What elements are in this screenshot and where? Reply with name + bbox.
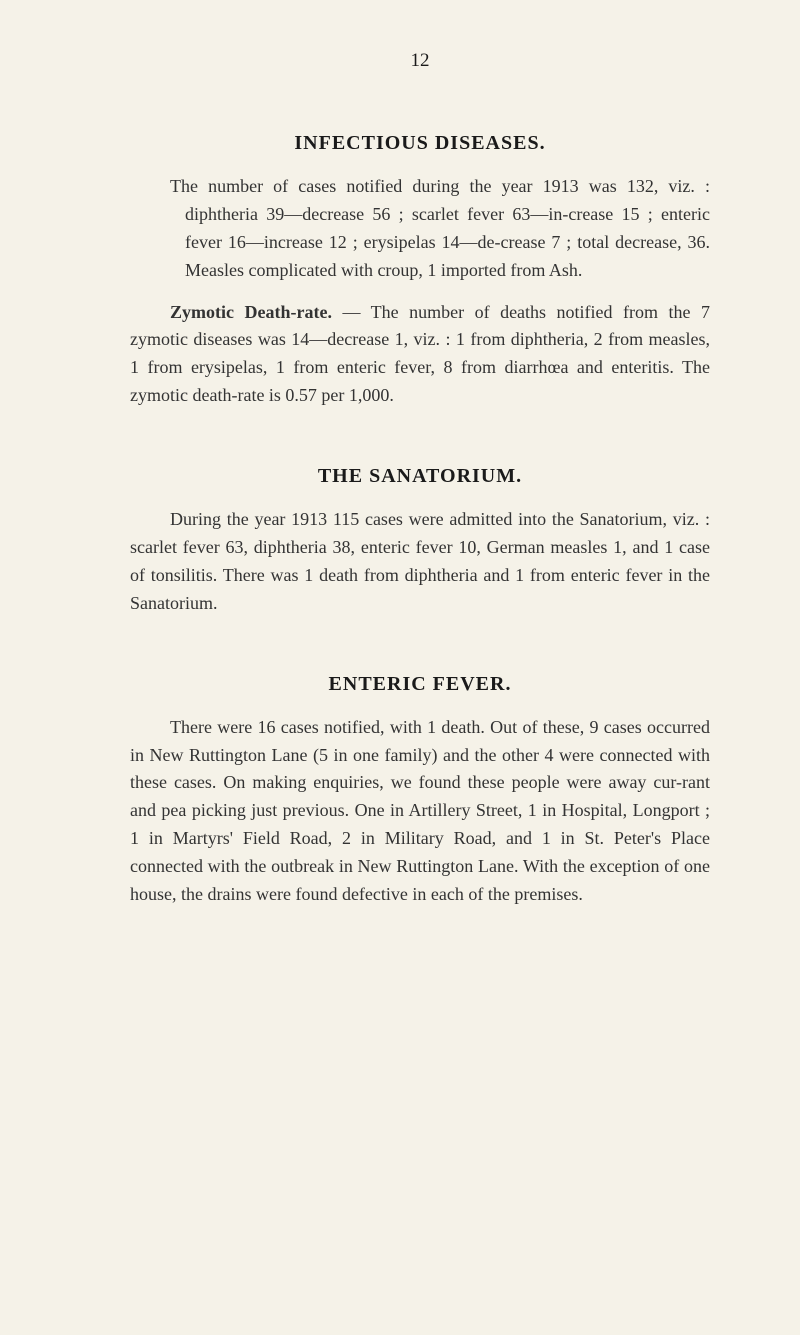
- infectious-para1: The number of cases notified during the …: [130, 173, 710, 285]
- infectious-para1-text: The number of cases notified during the …: [170, 176, 710, 280]
- zymotic-label: Zymotic Death-rate.: [170, 302, 332, 322]
- sanatorium-para1: During the year 1913 115 cases were admi…: [130, 506, 710, 618]
- heading-enteric: ENTERIC FEVER.: [130, 673, 710, 696]
- heading-infectious: INFECTIOUS DISEASES.: [130, 132, 710, 155]
- infectious-para2: Zymotic Death-rate. — The number of deat…: [130, 299, 710, 411]
- enteric-para1-text: There were 16 cases notified, with 1 dea…: [130, 717, 710, 904]
- heading-sanatorium: THE SANATORIUM.: [130, 465, 710, 488]
- sanatorium-para1-text: During the year 1913 115 cases were admi…: [130, 509, 710, 613]
- page-number: 12: [130, 50, 710, 72]
- enteric-para1: There were 16 cases notified, with 1 dea…: [130, 714, 710, 909]
